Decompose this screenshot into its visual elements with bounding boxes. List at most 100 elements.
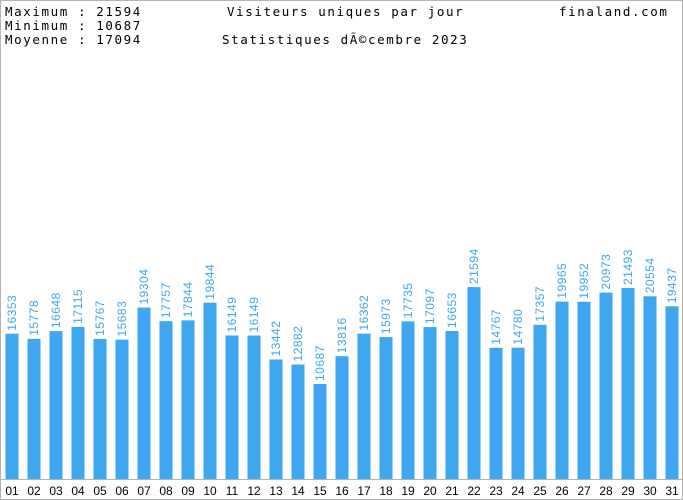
x-tick-label-30: 30 <box>643 484 657 498</box>
x-tick-label-02: 02 <box>27 484 41 498</box>
bar-02 <box>27 338 41 479</box>
chart-subtitle: Statistiques dÃ©cembre 2023 <box>222 32 468 47</box>
site-name: finaland.com <box>559 4 669 19</box>
bar-15 <box>313 384 327 479</box>
value-label-27: 19952 <box>577 263 591 299</box>
value-label-10: 19844 <box>203 264 217 300</box>
x-tick-label-21: 21 <box>445 484 459 498</box>
value-labels-group: 16353 15778 16648 17115 15767 15683 19304 17757… <box>5 248 679 381</box>
value-label-30: 20554 <box>643 257 657 293</box>
value-label-02: 15778 <box>27 300 41 336</box>
bars-group <box>5 287 679 479</box>
x-tick-label-06: 06 <box>115 484 129 498</box>
bar-20 <box>423 327 437 479</box>
value-label-18: 15973 <box>379 298 393 334</box>
bar-14 <box>291 364 305 479</box>
bar-11 <box>225 335 239 479</box>
x-tick-label-27: 27 <box>577 484 591 498</box>
x-tick-label-22: 22 <box>467 484 481 498</box>
bar-29 <box>621 288 635 479</box>
bar-28 <box>599 292 613 479</box>
x-tick-label-28: 28 <box>599 484 613 498</box>
x-tick-label-17: 17 <box>357 484 371 498</box>
value-label-28: 20973 <box>599 254 613 290</box>
bar-05 <box>93 338 107 479</box>
x-tick-label-07: 07 <box>137 484 151 498</box>
value-label-22: 21594 <box>467 248 481 284</box>
value-label-15: 10687 <box>313 345 327 381</box>
value-label-07: 19304 <box>137 269 151 305</box>
bar-07 <box>137 307 151 479</box>
x-tick-label-23: 23 <box>489 484 503 498</box>
bar-21 <box>445 331 459 479</box>
max-label: Maximum : 21594 <box>5 4 142 19</box>
x-tick-label-16: 16 <box>335 484 349 498</box>
value-label-17: 16362 <box>357 295 371 331</box>
x-tick-label-24: 24 <box>511 484 525 498</box>
value-label-20: 17097 <box>423 288 437 324</box>
value-label-16: 13816 <box>335 317 349 353</box>
x-tick-label-10: 10 <box>203 484 217 498</box>
x-tick-label-29: 29 <box>621 484 635 498</box>
bar-23 <box>489 347 503 479</box>
value-label-06: 15683 <box>115 301 129 337</box>
bar-12 <box>247 335 261 479</box>
bar-24 <box>511 347 525 479</box>
bar-17 <box>357 333 371 479</box>
value-label-04: 17115 <box>71 289 85 324</box>
x-tick-label-15: 15 <box>313 484 327 498</box>
bar-27 <box>577 301 591 479</box>
bar-25 <box>533 324 547 479</box>
value-label-01: 16353 <box>5 295 19 331</box>
bar-06 <box>115 339 129 479</box>
x-tick-label-25: 25 <box>533 484 547 498</box>
x-tick-label-26: 26 <box>555 484 569 498</box>
value-label-19: 17735 <box>401 283 415 319</box>
x-tick-label-13: 13 <box>269 484 283 498</box>
value-label-11: 16149 <box>225 297 239 333</box>
x-tick-label-18: 18 <box>379 484 393 498</box>
value-label-13: 13442 <box>269 321 283 357</box>
bar-31 <box>665 306 679 479</box>
x-tick-labels-group: 01 02 03 04 05 06 07 08 09 10 11 12 13 14 15 16 17 18 19 20… <box>5 484 679 498</box>
value-label-23: 14767 <box>489 309 503 345</box>
chart-title: Visiteurs uniques par jour <box>227 4 464 19</box>
x-tick-label-11: 11 <box>226 484 239 498</box>
value-label-05: 15767 <box>93 300 107 336</box>
x-tick-label-09: 09 <box>181 484 195 498</box>
value-label-12: 16149 <box>247 297 261 333</box>
value-label-26: 19965 <box>555 263 569 299</box>
bar-13 <box>269 359 283 479</box>
value-label-03: 16648 <box>49 292 63 328</box>
x-tick-label-20: 20 <box>423 484 437 498</box>
bar-01 <box>5 333 19 479</box>
x-tick-label-12: 12 <box>247 484 261 498</box>
value-label-25: 17357 <box>533 286 547 322</box>
value-label-24: 14780 <box>511 309 525 345</box>
bar-03 <box>49 331 63 479</box>
x-tick-label-08: 08 <box>159 484 173 498</box>
value-label-14: 12882 <box>291 326 305 362</box>
bar-22 <box>467 287 481 479</box>
bar-30 <box>643 296 657 479</box>
x-tick-label-05: 05 <box>93 484 107 498</box>
x-tick-label-19: 19 <box>401 484 415 498</box>
x-tick-label-04: 04 <box>71 484 85 498</box>
bar-16 <box>335 356 349 479</box>
value-label-09: 17844 <box>181 282 195 318</box>
bar-26 <box>555 301 569 479</box>
bar-08 <box>159 321 173 479</box>
x-tick-label-14: 14 <box>291 484 305 498</box>
x-tick-label-31: 31 <box>665 484 679 498</box>
bar-04 <box>71 326 85 479</box>
avg-label: Moyenne : 17094 <box>5 32 142 47</box>
value-label-29: 21493 <box>621 249 635 285</box>
value-label-31: 19437 <box>665 267 679 303</box>
x-tick-label-03: 03 <box>49 484 63 498</box>
bar-19 <box>401 321 415 479</box>
bar-18 <box>379 337 393 479</box>
bar-10 <box>203 302 217 479</box>
value-label-21: 16653 <box>445 292 459 328</box>
